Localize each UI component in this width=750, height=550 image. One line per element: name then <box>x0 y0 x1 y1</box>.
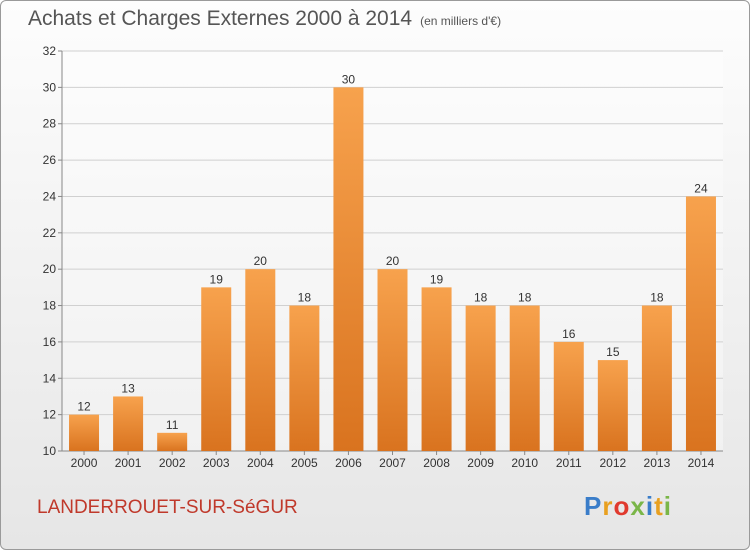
proxiti-logo-letter: P <box>584 491 603 521</box>
x-tick-label: 2007 <box>379 456 406 470</box>
proxiti-logo-letter: x <box>630 491 646 521</box>
x-tick-label: 2006 <box>335 456 362 470</box>
x-tick-label: 2012 <box>599 456 626 470</box>
bar <box>465 305 496 451</box>
y-tick-label: 24 <box>43 189 57 203</box>
bar <box>377 269 408 451</box>
bars <box>69 87 716 451</box>
proxiti-logo-letter: r <box>602 491 614 521</box>
data-labels: 12 13 11 19 20 18 30 20 19 18 18 16 15 18 24 <box>77 72 708 431</box>
data-label: 13 <box>121 381 135 395</box>
x-tick-label: 2010 <box>511 456 538 470</box>
x-tick-label: 2009 <box>467 456 494 470</box>
data-label: 19 <box>210 272 224 286</box>
y-tick-label: 14 <box>43 371 57 385</box>
x-tick-label: 2008 <box>423 456 450 470</box>
x-tick-label: 2013 <box>644 456 671 470</box>
commune-name: LANDERROUET-SUR-SéGUR <box>37 497 298 518</box>
bar <box>201 287 232 451</box>
x-tick-label: 2005 <box>291 456 318 470</box>
data-label: 18 <box>518 291 532 305</box>
data-label: 15 <box>606 345 620 359</box>
bar <box>333 87 364 451</box>
y-tick-label: 28 <box>43 117 57 131</box>
proxiti-logo-letter: t <box>654 491 664 521</box>
x-tick-label: 2014 <box>688 456 715 470</box>
y-tick-label: 22 <box>43 226 57 240</box>
chart-subtitle: (en milliers d'€) <box>420 14 502 28</box>
data-label: 20 <box>254 254 268 268</box>
bar <box>69 414 100 451</box>
y-tick-label: 12 <box>43 408 57 422</box>
bar <box>113 396 144 451</box>
y-tick-label: 16 <box>43 335 57 349</box>
chart-title: Achats et Charges Externes 2000 à 2014 (e… <box>28 7 501 31</box>
y-tick-label: 10 <box>43 444 57 458</box>
proxiti-logo: Proxiti <box>584 491 672 522</box>
bar <box>685 196 716 451</box>
bar <box>157 432 188 451</box>
data-label: 20 <box>386 254 400 268</box>
bar <box>421 287 452 451</box>
y-tick-labels: 10 12 14 16 18 20 22 24 26 28 30 32 <box>43 44 57 458</box>
y-tick-label: 20 <box>43 262 57 276</box>
bar <box>289 305 320 451</box>
bar <box>553 341 584 451</box>
x-tick-label: 2002 <box>159 456 186 470</box>
x-tick-labels: 2000 2001 2002 2003 2004 2005 2006 2007 2008 2009… <box>71 456 715 470</box>
bar <box>641 305 672 451</box>
y-tick-label: 26 <box>43 153 57 167</box>
data-label: 12 <box>77 400 91 414</box>
y-tick-label: 32 <box>43 44 57 58</box>
data-label: 19 <box>430 272 444 286</box>
y-tick-label: 18 <box>43 299 57 313</box>
proxiti-logo-letter: i <box>663 491 672 521</box>
x-tick-label: 2001 <box>115 456 142 470</box>
bar <box>597 360 628 451</box>
x-tick-label: 2004 <box>247 456 274 470</box>
x-tick-label: 2003 <box>203 456 230 470</box>
x-tick-label: 2000 <box>71 456 98 470</box>
bar <box>509 305 540 451</box>
data-label: 18 <box>650 291 664 305</box>
proxiti-logo-letter: i <box>645 491 655 521</box>
bar <box>245 269 276 451</box>
data-label: 24 <box>694 181 708 195</box>
x-tick-label: 2011 <box>556 456 582 470</box>
data-label: 16 <box>562 327 576 341</box>
data-label: 11 <box>166 418 179 432</box>
data-label: 30 <box>342 72 356 86</box>
data-label: 18 <box>298 291 312 305</box>
chart-title-text: Achats et Charges Externes 2000 à 2014 <box>28 7 413 30</box>
proxiti-logo-letter: o <box>613 491 631 521</box>
y-tick-label: 30 <box>43 80 57 94</box>
data-label: 18 <box>474 291 488 305</box>
